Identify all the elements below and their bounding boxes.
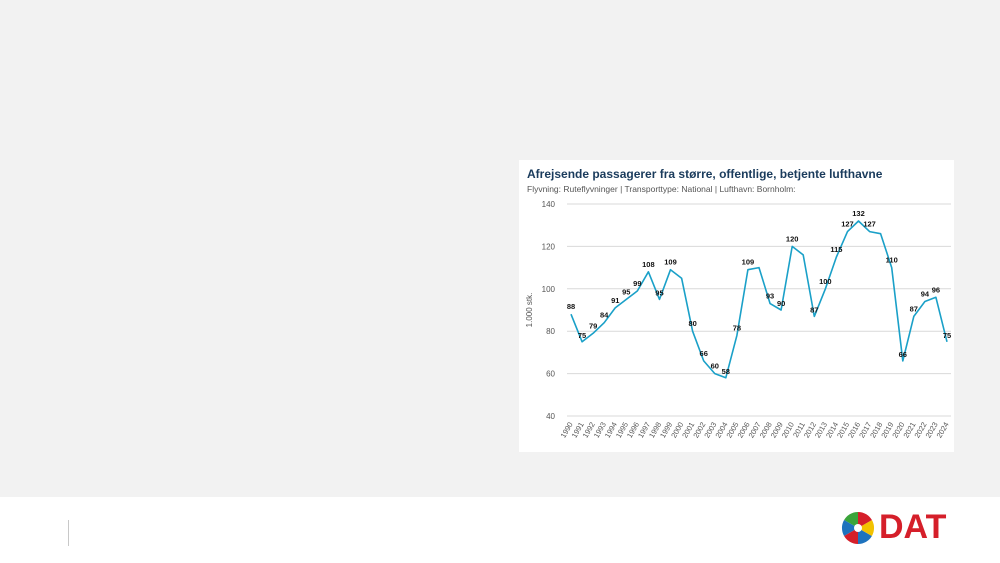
data-label: 96 [932, 285, 940, 294]
data-label: 108 [642, 260, 655, 269]
y-tick-label: 140 [542, 200, 556, 209]
data-label: 58 [722, 367, 730, 376]
data-label: 91 [611, 296, 619, 305]
slide-footer [0, 497, 1000, 563]
data-label: 80 [688, 319, 696, 328]
dat-logo-text: DAT [879, 508, 947, 546]
y-tick-labels: 40 60 80 100 120 140 [542, 200, 556, 421]
chart-subtitle: Flyvning: Ruteflyvninger | Transporttype… [527, 184, 796, 194]
y-tick-label: 80 [546, 327, 555, 336]
data-label: 87 [910, 304, 918, 313]
data-label: 88 [567, 302, 575, 311]
series-line [570, 220, 948, 379]
data-label: 94 [921, 290, 930, 299]
slide-number-mark [68, 520, 75, 546]
data-label: 95 [622, 287, 630, 296]
data-label: 79 [589, 321, 597, 330]
line-chart: 40 60 80 100 120 140 199019911992199319941995… [525, 200, 951, 440]
data-label: 93 [766, 292, 774, 301]
y-tick-label: 40 [546, 412, 555, 421]
data-label: 90 [777, 299, 785, 308]
chart-title: Afrejsende passagerer fra større, offent… [527, 167, 883, 181]
data-label: 95 [655, 288, 663, 297]
data-label: 99 [633, 279, 641, 288]
data-label: 75 [943, 331, 951, 340]
data-label: 75 [578, 331, 586, 340]
data-label: 132 [852, 209, 865, 218]
y-tick-label: 120 [542, 242, 556, 251]
grid-layer [567, 203, 951, 417]
dat-propeller-logo-icon [841, 511, 875, 545]
data-label: 120 [786, 234, 799, 243]
data-label: 110 [886, 256, 898, 265]
data-label: 100 [819, 277, 832, 286]
data-label: 109 [664, 258, 677, 267]
y-tick-label: 60 [546, 370, 555, 379]
data-label: 84 [600, 311, 609, 320]
data-label: 115 [830, 245, 842, 254]
data-label: 127 [841, 220, 854, 229]
y-tick-label: 100 [542, 285, 556, 294]
x-tick-labels: 1990199119921993199419951996199719981999… [559, 421, 951, 440]
data-label: 109 [742, 258, 755, 267]
data-label: 60 [711, 362, 719, 371]
data-label: 87 [810, 305, 818, 314]
data-label: 78 [733, 323, 741, 332]
data-labels: 8875798491959910895109806660587810993901… [567, 209, 951, 376]
chart-card: Afrejsende passagerer fra større, offent… [519, 160, 954, 452]
y-axis-label: 1.000 stk. [525, 293, 534, 328]
x-tick-label: 2024 [935, 421, 951, 440]
dat-logo: DAT [841, 508, 956, 546]
data-label: 127 [863, 220, 876, 229]
data-label: 66 [700, 349, 708, 358]
data-label: 66 [899, 350, 907, 359]
